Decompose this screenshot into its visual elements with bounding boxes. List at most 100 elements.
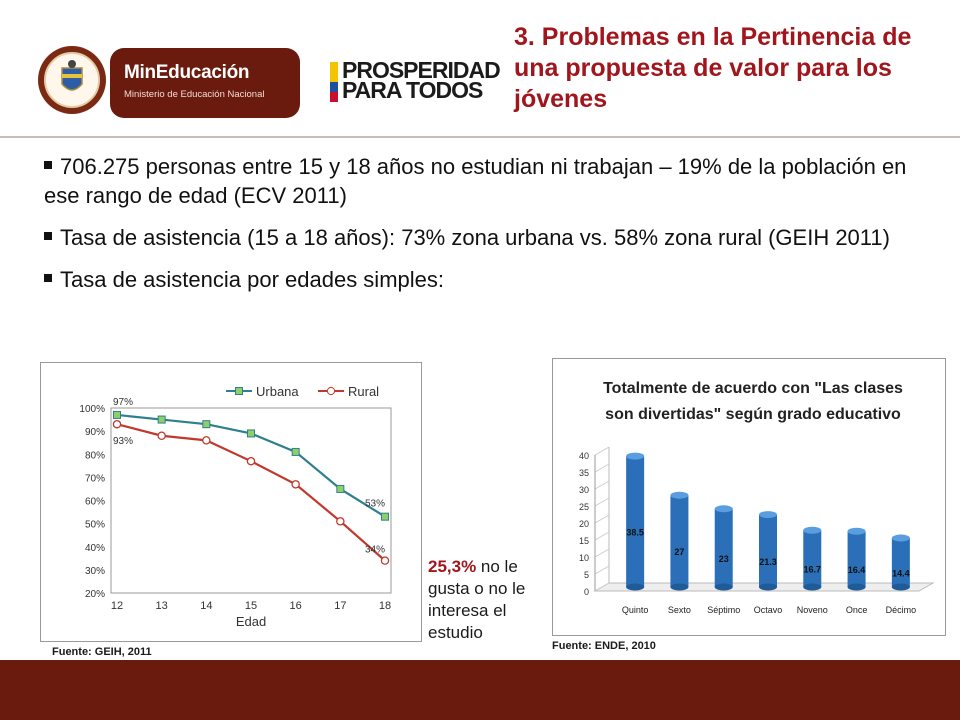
point-urbana: [381, 512, 389, 521]
bar: [759, 514, 777, 587]
slide-title: 3. Problemas en la Pertinencia de una pr…: [514, 23, 912, 113]
header-divider: [0, 136, 960, 138]
bar-bottom-cap: [847, 583, 866, 591]
bar-bottom-cap: [626, 583, 645, 591]
bar: [670, 495, 689, 587]
legend-marker: [326, 386, 336, 396]
colombia-flag-icon: [330, 62, 338, 102]
grid-stub: [594, 497, 610, 507]
seal-shield-icon: [44, 52, 100, 108]
bar-top-cap: [847, 527, 866, 535]
grid-stub: [594, 514, 610, 524]
bar-bottom-cap: [803, 583, 822, 591]
bar-value-label: 16.7: [804, 565, 822, 575]
callout-percent: 25,3%: [428, 557, 477, 576]
line-chart-attendance: 20% 30% 40% 50% 60% 70% 80% 90% 100% 12 13 14 15 16 17…: [40, 362, 422, 642]
legend-label: Rural: [348, 384, 379, 399]
point-urbana: [336, 484, 345, 493]
y-tick-label: 25: [579, 502, 589, 512]
x-tick-label: 13: [156, 600, 168, 612]
source-left: Fuente: GEIH, 2011: [52, 646, 152, 658]
bar-top-cap: [714, 505, 733, 513]
source-right: Fuente: ENDE, 2010: [552, 640, 656, 652]
y-tick-label: 80%: [85, 450, 105, 461]
bar-bottom-cap: [714, 583, 733, 591]
bullet-text: Tasa de asistencia (15 a 18 años): 73% z…: [60, 225, 890, 250]
chart-title-line-1: Totalmente de acuerdo con "Las clases: [603, 380, 903, 397]
y-tick-label: 40%: [85, 543, 105, 554]
bar-value-label: 21.3: [759, 557, 777, 567]
y-tick-label: 35: [579, 468, 589, 478]
callout-note: 25,3% no le gusta o no le interesa el es…: [428, 556, 548, 644]
data-label: 53%: [365, 499, 385, 510]
bullet-text: Tasa de asistencia por edades simples:: [60, 267, 444, 292]
y-tick-label: 5: [584, 570, 589, 580]
grid-stub: [594, 548, 610, 558]
point-rural: [157, 431, 166, 441]
y-tick-label: 20: [579, 519, 589, 529]
bar-chart-svg: Totalmente de acuerdo con "Las clases son…: [579, 380, 935, 615]
bar-top-cap: [626, 452, 645, 460]
point-rural: [291, 480, 300, 489]
mineducacion-logo: MinEducación Ministerio de Educación Nac…: [110, 48, 300, 118]
bar-top-cap: [803, 526, 822, 534]
bar-top-cap: [759, 511, 777, 519]
bar: [847, 531, 866, 587]
chart-title-line-2: son divertidas" según grado educativo: [605, 406, 901, 423]
grid-stub: [594, 446, 610, 456]
callout-text: no le gusta o no le interesa el estudio: [428, 557, 526, 642]
bullet-item: Tasa de asistencia (15 a 18 años): 73% z…: [44, 223, 944, 252]
data-label: 97%: [113, 397, 133, 408]
x-tick-label: 16: [290, 600, 302, 612]
y-tick-label: 60%: [85, 497, 105, 508]
bar-value-label: 27: [674, 547, 684, 557]
bar-bottom-cap: [891, 583, 910, 591]
bar-top-cap: [891, 534, 910, 542]
bullet-square-icon: [44, 274, 52, 283]
y-tick-label: 0: [584, 587, 589, 597]
x-tick-label: 15: [245, 600, 257, 612]
x-tick-label: Séptimo: [707, 605, 740, 615]
bar-value-label: 14.4: [892, 569, 910, 579]
bar-chart-fun-classes: Totalmente de acuerdo con "Las clases son…: [552, 358, 946, 636]
slide-footer-bar: [0, 660, 960, 720]
bullet-item: Tasa de asistencia por edades simples:: [44, 265, 944, 294]
point-rural: [112, 419, 122, 429]
x-tick-label: 17: [334, 600, 346, 612]
point-urbana: [291, 447, 300, 456]
x-tick-label: Noveno: [797, 605, 828, 615]
point-urbana: [157, 415, 166, 424]
data-label: 34%: [365, 545, 385, 556]
point-rural: [246, 456, 256, 466]
x-tick-label: Once: [846, 605, 868, 615]
bullet-square-icon: [44, 161, 52, 170]
grid-stub: [594, 480, 610, 490]
point-urbana: [247, 429, 255, 438]
grid-stub: [594, 531, 610, 541]
prosperidad-line-2: PARA TODOS: [342, 77, 483, 103]
bar: [714, 508, 733, 587]
bullet-item: 706.275 personas entre 15 y 18 años no e…: [44, 152, 944, 210]
grid-stub: [594, 582, 610, 592]
y-tick-label: 40: [579, 451, 589, 461]
bar-bottom-cap: [759, 583, 777, 591]
y-tick-label: 50%: [85, 520, 105, 531]
grid-stub: [594, 565, 610, 575]
slide-header: MinEducación Ministerio de Educación Nac…: [0, 0, 960, 136]
y-tick-label: 20%: [85, 589, 105, 600]
x-tick-label: Octavo: [754, 605, 783, 615]
y-tick-label: 30: [579, 485, 589, 495]
prosperidad-line-1: PROSPERIDAD: [342, 57, 501, 83]
y-tick-label: 90%: [85, 427, 105, 438]
bar: [803, 530, 822, 587]
bullet-square-icon: [44, 232, 52, 241]
bar-top-cap: [670, 491, 689, 499]
bar: [626, 456, 645, 587]
prosperidad-logo: PROSPERIDAD PARA TODOS: [342, 57, 502, 103]
y-tick-label: 100%: [79, 404, 105, 415]
legend-marker: [235, 387, 243, 395]
y-tick-label: 30%: [85, 566, 105, 577]
bullet-list: 706.275 personas entre 15 y 18 años no e…: [44, 152, 944, 307]
point-rural: [336, 517, 345, 526]
plot-area: [110, 407, 392, 594]
